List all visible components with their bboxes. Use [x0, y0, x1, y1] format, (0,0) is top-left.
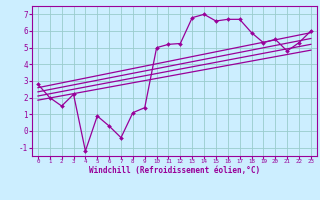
X-axis label: Windchill (Refroidissement éolien,°C): Windchill (Refroidissement éolien,°C) [89, 166, 260, 175]
